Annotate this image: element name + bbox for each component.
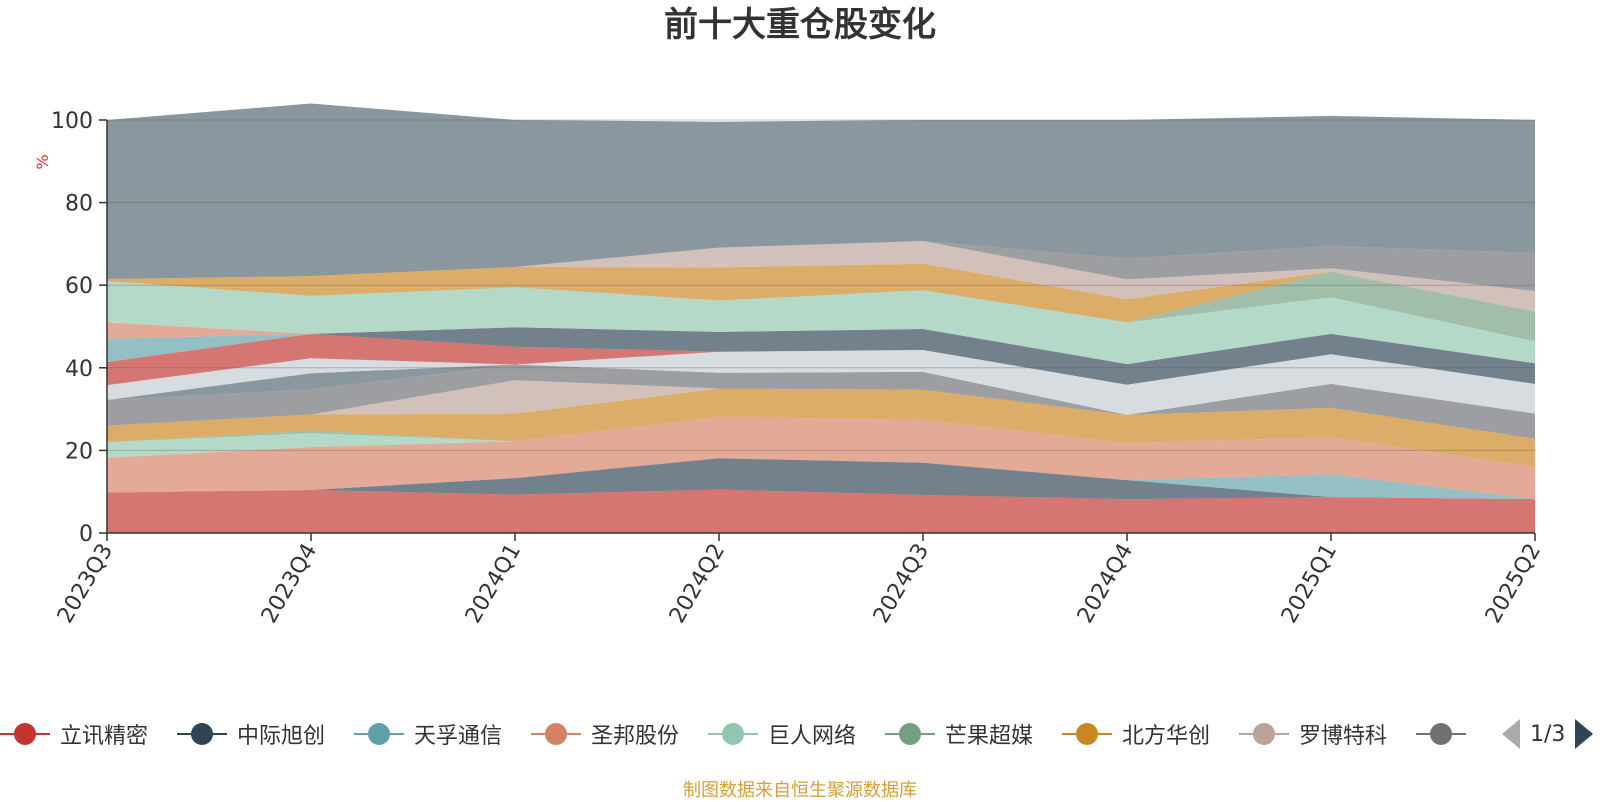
legend-marker-icon	[1416, 720, 1466, 748]
chart-title: 前十大重仓股变化	[664, 5, 936, 45]
x-tick-label: 2024Q1	[461, 540, 526, 628]
area-series-18	[107, 263, 1535, 323]
legend-item[interactable]	[1416, 712, 1476, 756]
y-tick-label: 100	[51, 109, 93, 134]
legend-label: 罗博特科	[1299, 724, 1388, 749]
legend-label: 天孚通信	[414, 724, 503, 749]
grid-lines	[107, 119, 1535, 451]
area-series-1	[107, 489, 1535, 533]
area-series-12	[107, 333, 1535, 386]
legend-label: 立讯精密	[60, 724, 149, 749]
area-series-13	[107, 327, 1535, 385]
legend-label: 巨人网络	[768, 724, 857, 749]
x-tick-label: 2025Q2	[1481, 540, 1546, 628]
x-tick-label: 2024Q2	[665, 540, 730, 628]
legend-label: 芒果超媒	[945, 724, 1034, 749]
legend-marker-icon	[1239, 720, 1289, 748]
legend-pagination: 1/3	[1496, 712, 1600, 756]
legend-item[interactable]: 立讯精密	[0, 712, 148, 756]
legend-item[interactable]: 中际旭创	[177, 712, 325, 756]
legend-marker-icon	[531, 720, 581, 748]
area-series-19	[107, 241, 1535, 312]
y-tick-label: 0	[79, 522, 93, 547]
legend-marker-icon	[0, 720, 50, 748]
area-series	[107, 103, 1535, 533]
y-tick-label: 40	[65, 357, 93, 382]
area-series-16	[107, 281, 1535, 365]
y-axis-unit-label: %	[33, 154, 52, 169]
x-tick-label: 2023Q4	[257, 540, 322, 628]
y-tick-label: 60	[65, 274, 93, 299]
legend-next-page-icon[interactable]	[1575, 719, 1594, 749]
legend: 立讯精密 中际旭创 天孚通信 圣邦股份 巨人网络 芒果超媒 北方华创 罗博特科	[0, 712, 1600, 756]
area-series-8	[107, 380, 1535, 439]
legend-item[interactable]: 圣邦股份	[531, 712, 679, 756]
legend-item[interactable]: 芒果超媒	[885, 712, 1033, 756]
legend-item[interactable]: 天孚通信	[354, 712, 502, 756]
stacked-area-chart: 0 20 40 60 80 100 2023Q3 2023Q4 2024Q1 2024Q2 2024…	[33, 103, 1546, 628]
legend-marker-icon	[708, 720, 758, 748]
area-series-17	[107, 271, 1535, 342]
legend-marker-icon	[885, 720, 935, 748]
legend-label: 圣邦股份	[591, 724, 680, 749]
x-tick-label: 2023Q3	[53, 540, 118, 628]
area-series-11	[107, 350, 1535, 415]
legend-page-indicator: 1/3	[1530, 721, 1566, 747]
legend-item[interactable]: 巨人网络	[708, 712, 856, 756]
area-series-3	[107, 458, 1535, 500]
area-series-4	[107, 416, 1535, 500]
area-series-9	[107, 364, 1535, 439]
legend-marker-icon	[1062, 720, 1112, 748]
x-tick-label: 2025Q1	[1277, 540, 1342, 628]
area-series-21	[107, 103, 1535, 279]
legend-marker-icon	[177, 720, 227, 748]
data-source-note: 制图数据来自恒生聚源数据库	[683, 780, 917, 801]
area-series-7	[107, 388, 1535, 467]
legend-marker-icon	[354, 720, 404, 748]
x-tick-label: 2024Q4	[1073, 540, 1138, 628]
area-series-2	[107, 458, 1535, 500]
x-tick-label: 2024Q3	[869, 540, 934, 628]
area-series-20	[107, 241, 1535, 291]
area-series-5	[107, 416, 1535, 467]
legend-item[interactable]: 罗博特科	[1239, 712, 1387, 756]
legend-item[interactable]: 北方华创	[1062, 712, 1210, 756]
y-tick-label: 80	[65, 192, 93, 217]
legend-prev-page-icon[interactable]	[1502, 719, 1520, 749]
y-tick-label: 20	[65, 439, 93, 464]
legend-label: 中际旭创	[237, 724, 326, 749]
legend-label: 北方华创	[1122, 724, 1211, 749]
